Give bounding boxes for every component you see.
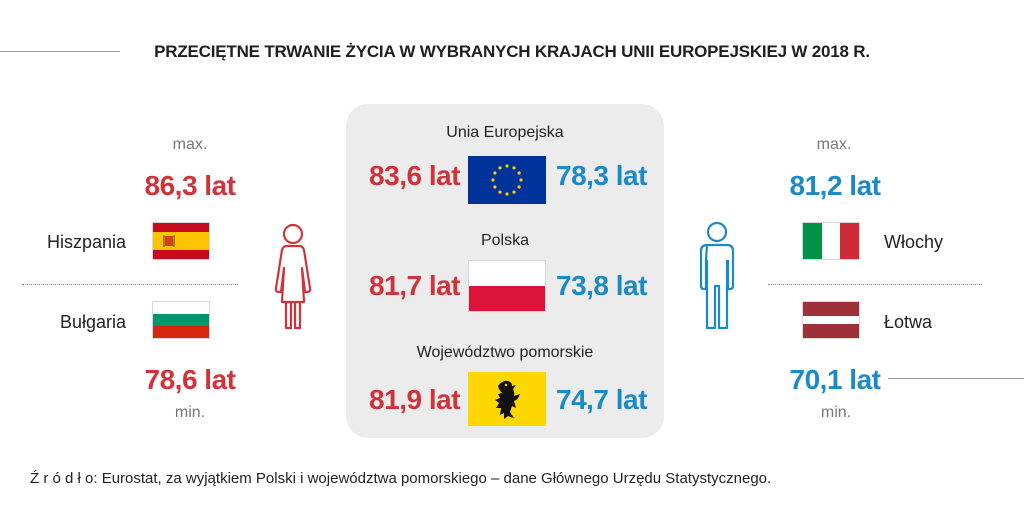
male-max-value: 81,2 lat (789, 170, 881, 201)
eu-female-value: 83,6 lat (369, 160, 460, 191)
title-rule-left (0, 51, 120, 52)
male-min-rule (888, 378, 1024, 379)
pl-male-value: 73,8 lat (556, 270, 647, 301)
pl-female-value: 81,7 lat (369, 270, 460, 301)
female-min-value: 78,6 lat (144, 364, 236, 395)
male-min-value: 70,1 lat (789, 364, 881, 395)
flag-pomorskie-griffin-icon (468, 372, 546, 426)
female-max-country: Hiszpania (46, 232, 126, 252)
eu-male-value: 78,3 lat (556, 160, 647, 191)
female-max-value: 86,3 lat (144, 170, 236, 201)
chart-title: PRZECIĘTNE TRWANIE ŻYCIA W WYBRANYCH KRA… (154, 42, 870, 61)
female-max-marker: max. (172, 136, 208, 153)
male-max-country: Włochy (884, 232, 944, 252)
flag-italy-icon (802, 222, 860, 260)
flag-poland-icon (468, 260, 546, 312)
flag-spain-icon (152, 222, 210, 260)
flag-eu-icon (468, 156, 546, 204)
woman-icon (272, 222, 314, 337)
male-min-country: Łotwa (884, 312, 933, 332)
male-divider (768, 284, 982, 285)
male-max-marker: max. (816, 136, 852, 153)
region-label-eu: Unia Europejska (446, 124, 564, 141)
pom-male-value: 74,7 lat (556, 384, 647, 415)
flag-latvia-icon (802, 301, 860, 339)
female-divider (22, 284, 238, 285)
pom-female-value: 81,9 lat (369, 384, 460, 415)
female-min-country: Bułgaria (59, 312, 126, 332)
female-min-marker: min. (174, 404, 206, 421)
male-min-marker: min. (820, 404, 852, 421)
man-icon (694, 220, 740, 337)
region-label-polska: Polska (480, 232, 530, 249)
region-label-pomorskie: Województwo pomorskie (416, 344, 594, 361)
source-note: Ź r ó d ł o: Eurostat, za wyjątkiem Pols… (30, 470, 772, 487)
flag-bulgaria-icon (152, 301, 210, 339)
